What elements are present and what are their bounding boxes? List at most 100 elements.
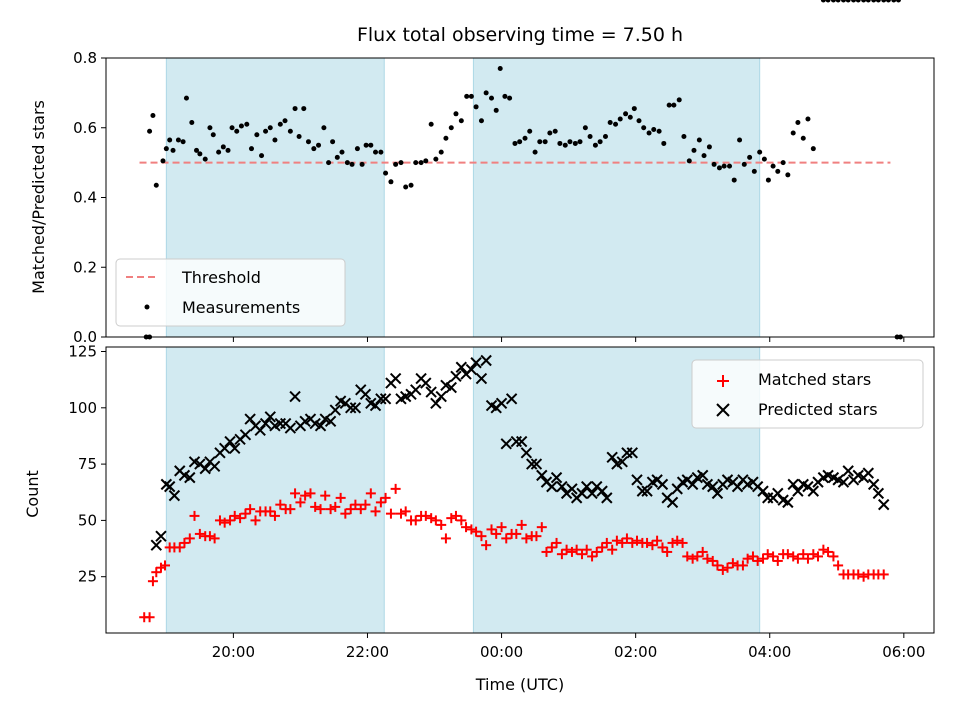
- measurement-point: [493, 107, 499, 113]
- measurement-point: [483, 90, 489, 96]
- matched-star-point: [209, 533, 220, 544]
- matched-star-point: [722, 562, 733, 573]
- measurement-point: [207, 125, 213, 131]
- predicted-star-point: [616, 456, 628, 468]
- predicted-legend-label: Predicted stars: [758, 400, 878, 419]
- x-tick-label: 04:00: [748, 643, 791, 661]
- matched-star-point: [144, 612, 155, 623]
- measurement-point: [701, 153, 707, 159]
- matched-star-point: [315, 504, 326, 515]
- measurement-point: [433, 156, 439, 162]
- matched-star-point: [802, 553, 813, 564]
- measurement-point: [473, 104, 479, 110]
- matched-star-point: [240, 508, 251, 519]
- measurement-point: [727, 163, 733, 169]
- matched-star-point: [682, 551, 693, 562]
- predicted-star-point: [546, 480, 558, 493]
- predicted-star-point: [184, 471, 196, 484]
- matched-star-point: [380, 492, 391, 503]
- predicted-star-point: [626, 447, 639, 459]
- measurement-point: [373, 149, 379, 155]
- measurement-point: [210, 132, 216, 138]
- matched-star-point: [808, 549, 819, 560]
- measurement-point: [248, 146, 254, 152]
- measurement-point: [167, 137, 173, 143]
- matched-star-point: [285, 504, 296, 515]
- matched-star-point: [556, 549, 567, 560]
- matched-star-point: [269, 510, 280, 521]
- predicted-star-point: [686, 478, 699, 491]
- matched-star-point: [225, 515, 236, 526]
- top-panel: 0.00.20.40.60.8 Matched/Predicted stars …: [29, 0, 935, 346]
- predicted-star-point: [259, 417, 272, 430]
- predicted-star-point: [526, 458, 538, 470]
- predicted-star-point: [324, 415, 337, 428]
- measurement-point: [448, 125, 454, 131]
- matched-star-point: [768, 551, 779, 562]
- measurement-point: [363, 142, 369, 148]
- measurement-point: [830, 0, 836, 3]
- matched-star-point: [858, 571, 869, 582]
- measurement-point: [321, 125, 327, 131]
- measurement-point: [885, 0, 891, 3]
- matched-star-point: [360, 499, 371, 510]
- measurement-point: [478, 118, 484, 124]
- measurement-point: [489, 95, 495, 101]
- measurement-point: [229, 125, 235, 131]
- measurement-point: [359, 161, 365, 167]
- matched-star-point: [365, 488, 376, 499]
- measurement-point: [711, 161, 717, 167]
- measurement-point: [259, 153, 265, 159]
- y-tick-label: 100: [68, 399, 97, 417]
- bottom-y-axis-label: Count: [23, 470, 42, 518]
- matched-star-point: [501, 533, 512, 544]
- predicted-star-point: [515, 435, 528, 448]
- measurement-point: [334, 154, 340, 160]
- predicted-star-point: [284, 422, 297, 434]
- measurement-point: [292, 106, 298, 112]
- matched-star-point: [577, 549, 588, 560]
- measurement-point: [388, 179, 394, 185]
- measurement-point: [316, 142, 322, 148]
- matched-star-point: [204, 531, 215, 542]
- predicted-star-point: [425, 386, 437, 398]
- measurement-point: [587, 133, 593, 139]
- matched-star-point: [551, 537, 562, 548]
- chart-title: Flux total observing time = 7.50 h: [357, 24, 683, 46]
- predicted-star-point: [329, 404, 341, 416]
- y-tick-label: 25: [78, 568, 97, 586]
- measurement-point: [785, 172, 791, 178]
- matched-star-point: [446, 513, 457, 524]
- measurement-point: [845, 0, 851, 3]
- matched-star-point: [587, 551, 598, 562]
- bottom-plot-frame: [105, 346, 935, 634]
- predicted-star-point: [596, 485, 608, 497]
- measurement-point: [547, 130, 553, 136]
- predicted-star-point: [878, 498, 890, 511]
- measurement-point: [627, 114, 633, 120]
- measurement-point: [582, 125, 588, 131]
- measurement-point: [656, 128, 662, 134]
- measurement-point: [458, 118, 464, 124]
- matched-star-point: [151, 567, 162, 578]
- measurement-point: [150, 113, 156, 119]
- measurement-point: [597, 139, 603, 145]
- measurement-point: [263, 128, 269, 134]
- measurement-point: [567, 139, 573, 145]
- measurement-point: [800, 135, 806, 141]
- matched-star-point: [591, 546, 602, 557]
- x-tick-label: 00:00: [480, 643, 523, 661]
- highlight-band: [472, 57, 761, 338]
- matched-star-point: [702, 553, 713, 564]
- matched-star-point: [461, 522, 472, 533]
- top-plot-frame: [105, 57, 935, 338]
- matched-star-point: [430, 515, 441, 526]
- measurement-point: [194, 147, 200, 153]
- measurement-point: [502, 93, 508, 99]
- measurement-point: [244, 121, 250, 127]
- predicted-star-point: [837, 476, 850, 488]
- predicted-star-point: [867, 478, 880, 491]
- matched-star-point: [219, 517, 230, 528]
- measurement-point: [183, 95, 189, 101]
